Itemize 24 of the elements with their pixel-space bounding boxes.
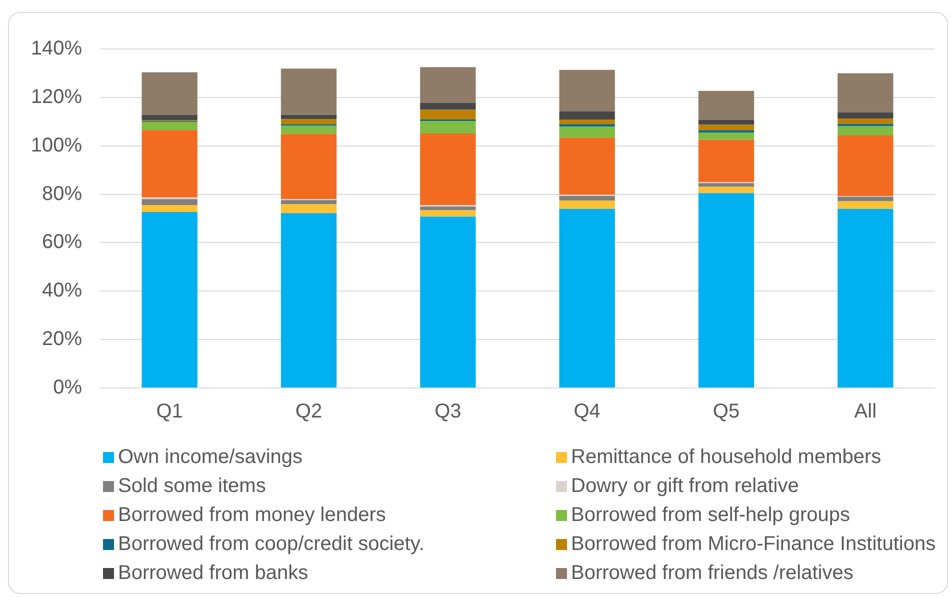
legend-label: Borrowed from Micro-Finance Institutions: [571, 532, 936, 556]
legend-label: Sold some items: [118, 474, 266, 498]
y-tick-label: 20%: [42, 328, 82, 350]
legend-label: Remittance of household members: [571, 446, 882, 468]
y-tick-label: 100%: [30, 134, 82, 156]
legend-label: Dowry or gift from relative: [571, 474, 799, 498]
y-tick-label: 0%: [53, 376, 82, 399]
legend-label: Borrowed from self-help groups: [571, 504, 850, 526]
legend-label: Borrowed from banks: [118, 562, 308, 584]
legend-label: Own income/savings: [118, 446, 303, 468]
x-tick-label: Q5: [712, 400, 740, 423]
y-tick-label: 140%: [30, 38, 82, 60]
y-tick-label: 120%: [30, 86, 82, 108]
x-tick-label: Q2: [295, 400, 322, 423]
y-tick-label: 80%: [42, 182, 82, 205]
legend-label: Borrowed from coop/credit society.: [118, 532, 424, 556]
x-tick-label: All: [854, 400, 877, 423]
y-tick-label: 60%: [42, 231, 82, 254]
x-tick-label: Q3: [434, 400, 462, 423]
legend-label: Borrowed from friends /relatives: [571, 562, 854, 584]
x-tick-label: Q4: [574, 400, 600, 423]
legend-label: Borrowed from money lenders: [118, 504, 386, 526]
y-tick-label: 40%: [42, 280, 82, 302]
x-tick-label: Q1: [156, 400, 183, 423]
